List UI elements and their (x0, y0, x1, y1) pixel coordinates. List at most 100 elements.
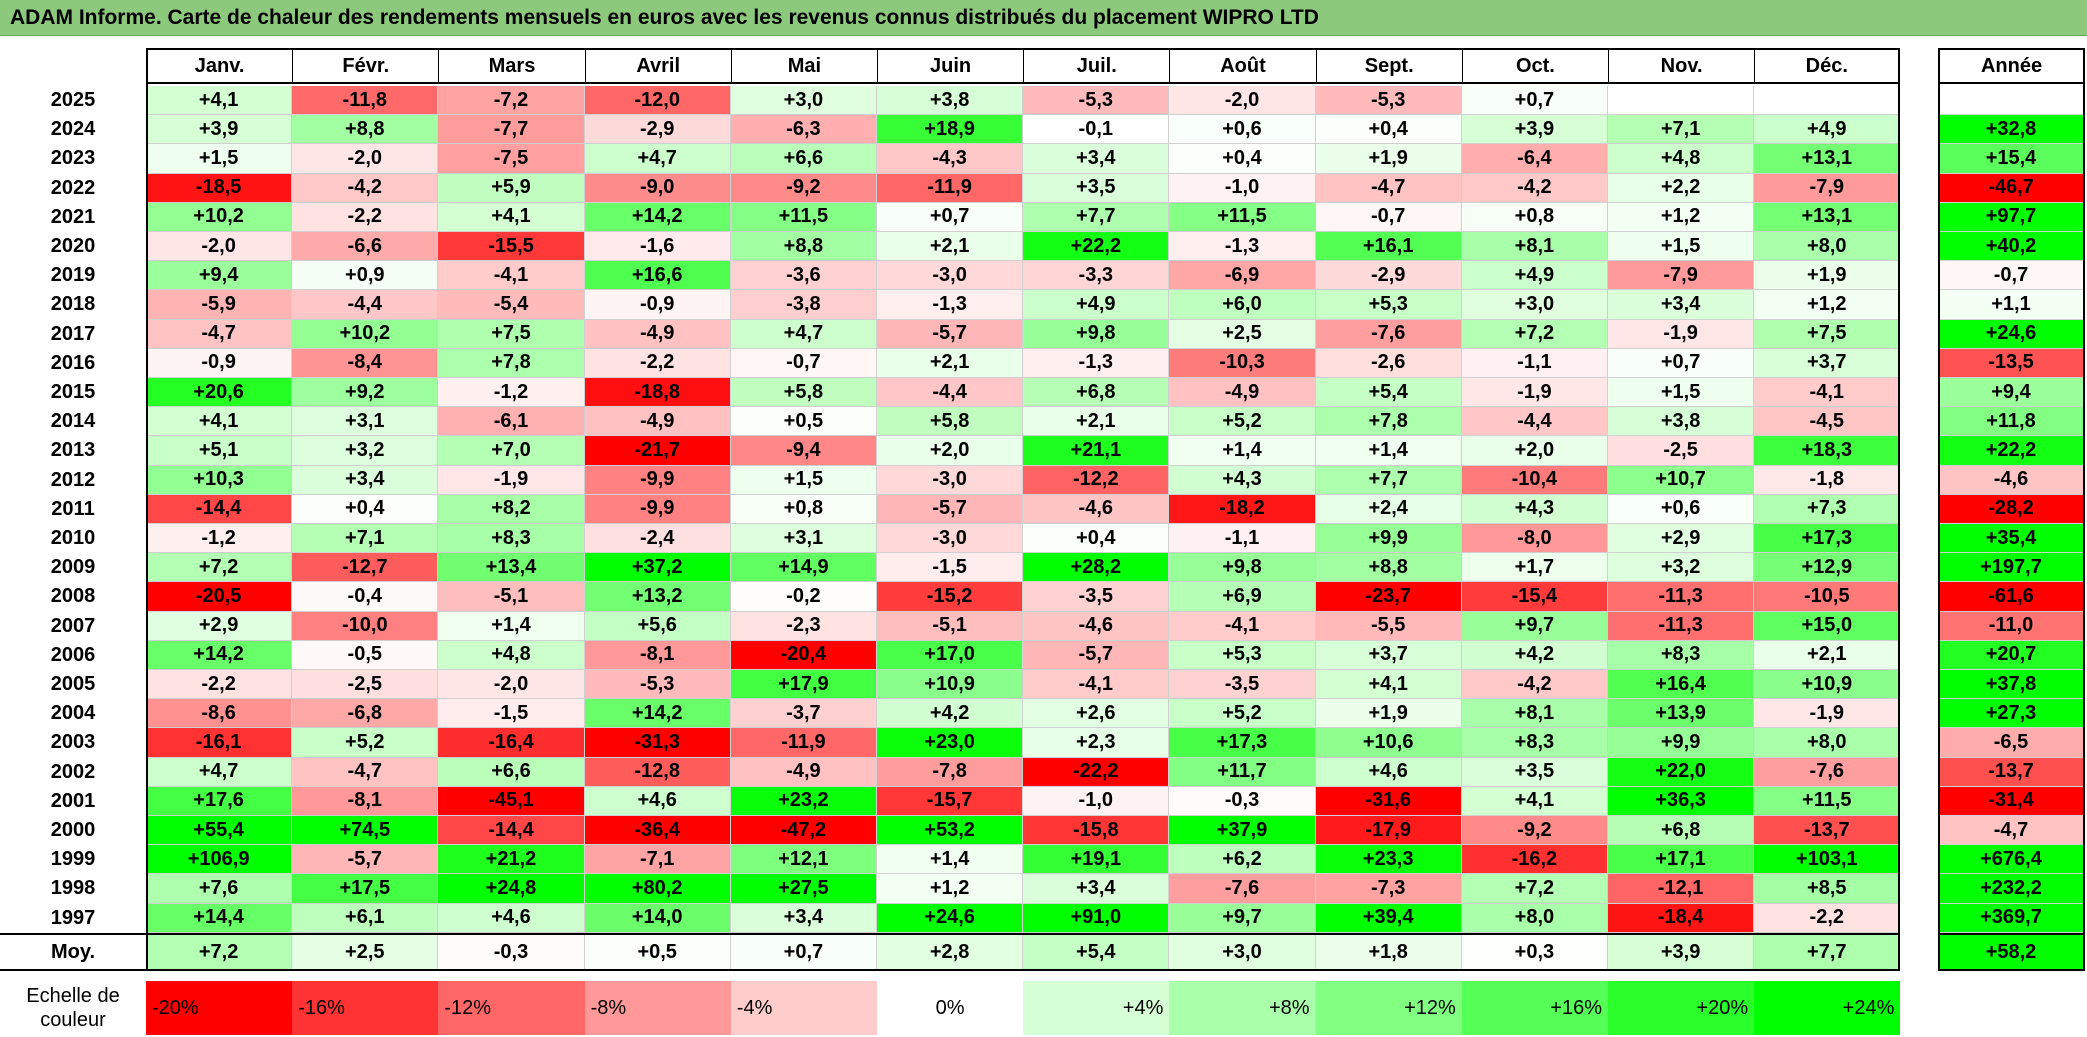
heatmap-cell: -15,4 (1461, 582, 1608, 612)
heatmap-cell: +3,2 (292, 436, 439, 466)
heatmap-cell: +17,1 (1608, 845, 1755, 875)
annual-cell: +232,2 (1938, 874, 2085, 904)
heatmap-cell: +8,2 (438, 494, 585, 524)
heatmap-cell: +21,2 (438, 845, 585, 875)
heatmap-cell: +0,4 (1315, 115, 1462, 145)
heatmap-cell (1608, 86, 1755, 116)
heatmap-cell: +36,3 (1608, 786, 1755, 816)
heatmap-cell: +10,2 (146, 202, 293, 232)
heatmap-cell: +4,2 (1461, 640, 1608, 670)
heatmap-cell: -5,7 (877, 494, 1024, 524)
heatmap-cell: +23,2 (730, 786, 877, 816)
heatmap-cell: -13,7 (1754, 816, 1901, 846)
annual-cell: -11,0 (1938, 611, 2085, 641)
annual-cell: -13,7 (1938, 757, 2085, 787)
heatmap-cell: -4,2 (292, 173, 439, 203)
heatmap-cell: -3,7 (730, 699, 877, 729)
heatmap-cell: +14,2 (584, 202, 731, 232)
bottom-line (0, 968, 1901, 971)
heatmap-cell: -4,3 (877, 144, 1024, 174)
heatmap-cell: -0,7 (730, 348, 877, 378)
row-year-label: 2006 (0, 640, 146, 670)
heatmap-cell: +20,6 (146, 378, 293, 408)
row-year-label: 2024 (0, 115, 146, 145)
heatmap-cell: -2,2 (584, 348, 731, 378)
column-header: Févr. (292, 48, 439, 84)
heatmap-cell: +8,3 (438, 524, 585, 554)
heatmap-cell: +17,0 (877, 640, 1024, 670)
heatmap-cell: +3,7 (1315, 640, 1462, 670)
heatmap-cell: +3,1 (730, 524, 877, 554)
heatmap-cell: -20,5 (146, 582, 293, 612)
heatmap-cell: -4,4 (877, 378, 1024, 408)
heatmap-cell: -31,6 (1315, 786, 1462, 816)
row-year-label: 1997 (0, 903, 146, 933)
heatmap-cell: -6,6 (292, 232, 439, 262)
heatmap-cell: +5,8 (877, 407, 1024, 437)
heatmap-cell: -12,1 (1608, 874, 1755, 904)
heatmap-cell: +7,5 (438, 319, 585, 349)
heatmap-cell: +5,6 (584, 611, 731, 641)
legend-swatch: +20% (1608, 981, 1755, 1035)
heatmap-cell: +10,9 (877, 670, 1024, 700)
heatmap-cell: -11,3 (1608, 611, 1755, 641)
annual-column-header: Année (1938, 48, 2085, 84)
heatmap-cell: -1,3 (877, 290, 1024, 320)
annual-cell: -6,5 (1938, 728, 2085, 758)
heatmap-cell: +8,1 (1461, 699, 1608, 729)
heatmap-cell: -4,1 (1754, 378, 1901, 408)
heatmap-cell: +8,0 (1461, 903, 1608, 933)
row-year-label: 1999 (0, 845, 146, 875)
heatmap-cell: -11,9 (730, 728, 877, 758)
heatmap-cell: +12,9 (1754, 553, 1901, 583)
annual-cell: +197,7 (1938, 553, 2085, 583)
heatmap-cell: +13,2 (584, 582, 731, 612)
heatmap-cell: +3,7 (1754, 348, 1901, 378)
heatmap-cell: -4,9 (1169, 378, 1316, 408)
annual-cell: +676,4 (1938, 845, 2085, 875)
heatmap-cell: -7,9 (1754, 173, 1901, 203)
heatmap-cell: +13,9 (1608, 699, 1755, 729)
heatmap-cell: -7,5 (438, 144, 585, 174)
heatmap-cell: -10,3 (1169, 348, 1316, 378)
heatmap-cell: -4,1 (1023, 670, 1170, 700)
heatmap-cell: +16,1 (1315, 232, 1462, 262)
heatmap-cell: -0,4 (292, 582, 439, 612)
average-cell: +7,2 (146, 934, 293, 971)
average-cell: +5,4 (1023, 934, 1170, 971)
legend-swatch: +12% (1315, 981, 1462, 1035)
heatmap-cell: -2,2 (1754, 903, 1901, 933)
heatmap-cell: -23,7 (1315, 582, 1462, 612)
heatmap-cell: +4,6 (584, 786, 731, 816)
average-cell: +3,9 (1608, 934, 1755, 971)
heatmap-cell: +18,9 (877, 115, 1024, 145)
heatmap-cell: -5,3 (584, 670, 731, 700)
heatmap-cell: +17,9 (730, 670, 877, 700)
heatmap-cell: +2,5 (1169, 319, 1316, 349)
column-header: Janv. (146, 48, 293, 84)
heatmap-cell: +14,2 (584, 699, 731, 729)
heatmap-cell: +3,2 (1608, 553, 1755, 583)
heatmap-cell: -15,5 (438, 232, 585, 262)
heatmap-cell: -16,4 (438, 728, 585, 758)
heatmap-cell: +4,8 (438, 640, 585, 670)
row-year-label: 2022 (0, 173, 146, 203)
heatmap-cell: +55,4 (146, 816, 293, 846)
heatmap-cell: +7,5 (1754, 319, 1901, 349)
heatmap-cell: +9,9 (1608, 728, 1755, 758)
heatmap-cell: +14,4 (146, 903, 293, 933)
annual-cell: +40,2 (1938, 232, 2085, 262)
annual-cell: -28,2 (1938, 494, 2085, 524)
annual-cell: -61,6 (1938, 582, 2085, 612)
heatmap-cell: -1,0 (1023, 786, 1170, 816)
heatmap-cell: -1,2 (438, 378, 585, 408)
average-cell: +1,8 (1315, 934, 1462, 971)
heatmap-cell: -14,4 (438, 816, 585, 846)
heatmap-cell: -36,4 (584, 816, 731, 846)
column-header: Juil. (1023, 48, 1170, 84)
heatmap-cell: +37,2 (584, 553, 731, 583)
heatmap-cell: +5,9 (438, 173, 585, 203)
heatmap-cell: +13,4 (438, 553, 585, 583)
heatmap-cell: +10,7 (1608, 465, 1755, 495)
